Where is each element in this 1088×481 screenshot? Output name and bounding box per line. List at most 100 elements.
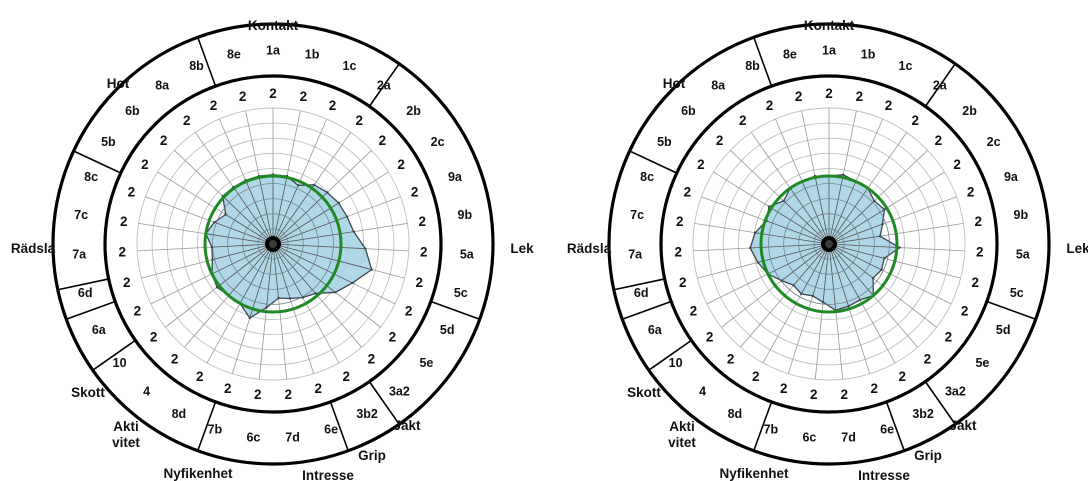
value-label-8d: 2 [196, 369, 204, 384]
value-label-8c: 2 [684, 185, 692, 200]
category-label-3a2: 3a2 [945, 385, 966, 399]
group-separator [368, 63, 400, 107]
group-label-aktivitet: vitet [668, 435, 696, 450]
group-label-rädsla: Rädsla [11, 241, 56, 256]
value-label-8c: 2 [128, 185, 136, 200]
category-label-9a: 9a [448, 170, 463, 184]
data-point-5d [351, 281, 354, 285]
data-point-9a [881, 223, 884, 226]
value-label-6a: 2 [134, 304, 142, 319]
group-separator [197, 36, 217, 87]
category-label-1c: 1c [899, 59, 913, 73]
value-label-8a: 2 [183, 113, 191, 128]
group-label-aktivitet: Akti [113, 419, 139, 434]
data-point-6c [821, 301, 825, 304]
category-label-4: 4 [143, 385, 150, 399]
series-spoke [800, 243, 830, 295]
series-spoke [768, 206, 830, 245]
value-label-8e: 2 [795, 89, 803, 104]
group-label-nyfikenhet: Nyfikenhet [163, 466, 233, 481]
data-point-5e [334, 291, 337, 294]
value-label-1c: 2 [885, 98, 893, 113]
series-spoke [828, 243, 885, 259]
value-label-6e: 2 [870, 381, 878, 396]
category-label-10: 10 [113, 356, 127, 370]
series-spoke [828, 174, 844, 245]
data-point-5a [364, 247, 367, 250]
series-spoke [828, 243, 837, 311]
series-spoke [801, 181, 830, 245]
category-label-1b: 1b [861, 48, 876, 62]
category-label-1a: 1a [822, 44, 837, 58]
data-point-5a [898, 246, 901, 249]
value-label-10: 2 [150, 329, 158, 344]
group-label-jakt: Jakt [393, 418, 421, 433]
series-spoke [272, 216, 348, 245]
group-separator [621, 300, 672, 320]
series-spoke [828, 243, 882, 271]
value-label-5a: 2 [976, 245, 984, 260]
data-point-6b [782, 199, 785, 203]
group-separator [924, 63, 956, 107]
data-point-6c [265, 306, 268, 309]
grid-ring-inner [242, 213, 304, 275]
category-label-5c: 5c [454, 286, 468, 300]
value-label-2c: 2 [953, 157, 961, 172]
data-point-9a [345, 215, 349, 218]
series-spoke [828, 181, 857, 245]
value-label-5d: 2 [405, 304, 413, 319]
category-label-6e: 6e [880, 423, 894, 437]
category-label-1c: 1c [343, 59, 357, 73]
series-spoke [814, 175, 830, 245]
series-spoke [239, 243, 274, 304]
value-label-5d: 2 [961, 304, 969, 319]
group-label-jakt: Jakt [949, 418, 977, 433]
inner-ring [103, 74, 443, 414]
group-label-hot: Hot [663, 76, 686, 91]
series-spoke [783, 200, 830, 245]
category-label-6a: 6a [92, 323, 107, 337]
group-label-intresse: Intresse [858, 468, 910, 481]
value-label-6a: 2 [690, 304, 698, 319]
value-label-7c: 2 [120, 214, 128, 229]
group-separator [92, 339, 136, 371]
group-separator [885, 401, 905, 452]
category-label-3b2: 3b2 [912, 407, 934, 421]
category-label-8e: 8e [227, 48, 241, 62]
category-label-8d: 8d [728, 407, 743, 421]
series-spoke [828, 243, 874, 279]
value-label-9a: 2 [411, 185, 419, 200]
category-label-8b: 8b [745, 59, 760, 73]
grid-ring-inner [768, 183, 890, 305]
category-label-9b: 9b [1014, 208, 1029, 222]
value-label-1b: 2 [300, 89, 308, 104]
category-label-8a: 8a [711, 78, 726, 92]
group-label-aktivitet: vitet [112, 435, 140, 450]
category-label-8c: 8c [640, 170, 654, 184]
group-label-lek: Lek [1066, 241, 1088, 256]
group-separator [368, 381, 400, 425]
category-label-7c: 7c [74, 208, 88, 222]
data-point-6e [288, 297, 292, 300]
group-separator [648, 339, 692, 371]
value-label-3b2: 2 [899, 369, 907, 384]
category-label-7d: 7d [285, 431, 300, 445]
value-label-7d: 2 [285, 387, 293, 402]
series-spoke [272, 175, 288, 245]
category-label-7c: 7c [630, 208, 644, 222]
value-label-4: 2 [171, 352, 179, 367]
series-spoke [249, 243, 274, 319]
value-label-5b: 2 [141, 157, 149, 172]
group-label-aktivitet: Akti [669, 419, 695, 434]
outer-ring [51, 22, 495, 466]
value-label-8b: 2 [210, 98, 218, 113]
inner-ring [659, 74, 999, 414]
category-label-8e: 8e [783, 48, 797, 62]
data-point-2a [313, 183, 316, 186]
group-label-kontakt: Kontakt [804, 18, 855, 33]
value-label-6d: 2 [679, 275, 687, 290]
category-label-7a: 7a [72, 247, 87, 261]
value-label-5a: 2 [420, 245, 428, 260]
data-point-7b [811, 294, 814, 298]
